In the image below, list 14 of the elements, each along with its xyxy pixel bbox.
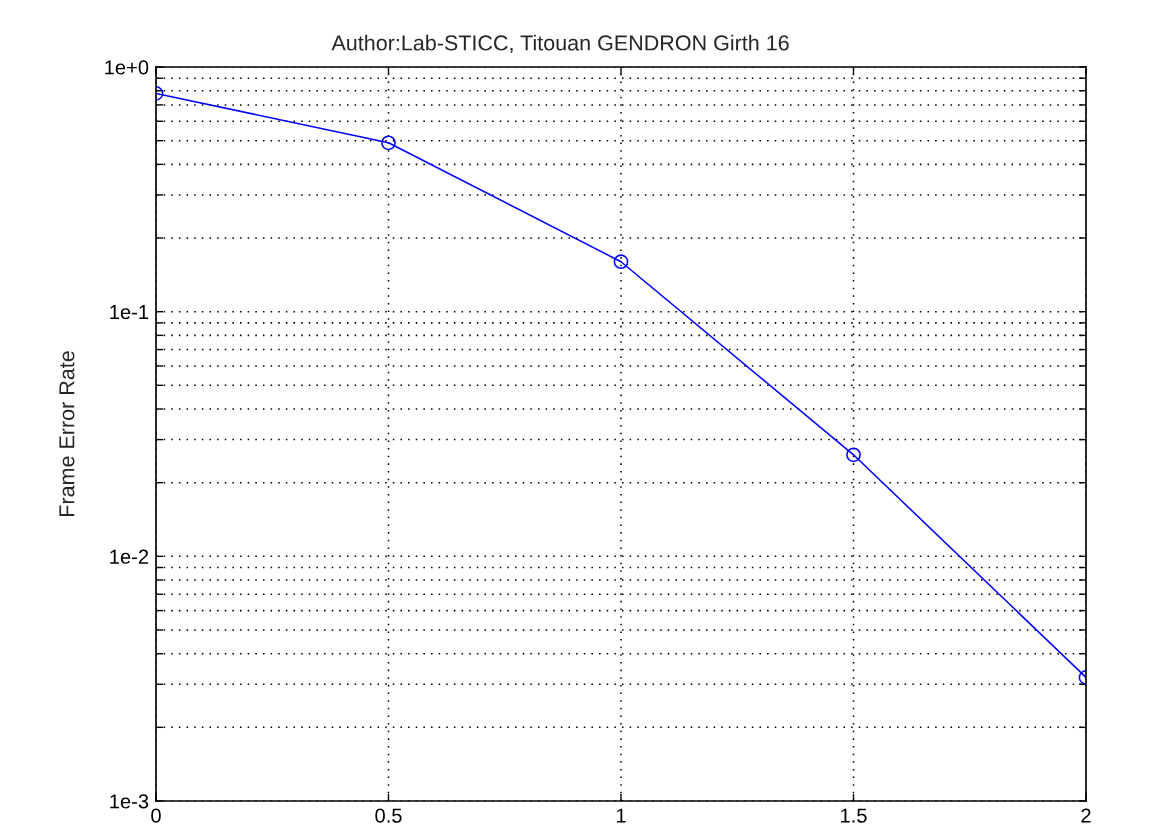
point (613, 254, 629, 270)
y-tick-label: 1e-3 (110, 794, 149, 809)
y-tick-label: 1e+0 (105, 60, 149, 75)
point (846, 447, 861, 463)
x-tick-label: 0 (151, 808, 161, 823)
x-tick-label: 0.5 (375, 808, 402, 823)
x-tick-label: 1 (616, 808, 626, 823)
x-tick-label: 2 (1081, 808, 1091, 823)
x-tick-label: 1.5 (841, 808, 867, 823)
y-tick-label: 1e-1 (110, 305, 149, 320)
y-axis-title: Frame Error Rate (59, 351, 75, 516)
point (381, 135, 396, 151)
chart-title: Author:Lab-STICC, Titouan GENDRON Girth 16 (331, 34, 789, 54)
y-tick-label: 1e-2 (110, 549, 149, 564)
